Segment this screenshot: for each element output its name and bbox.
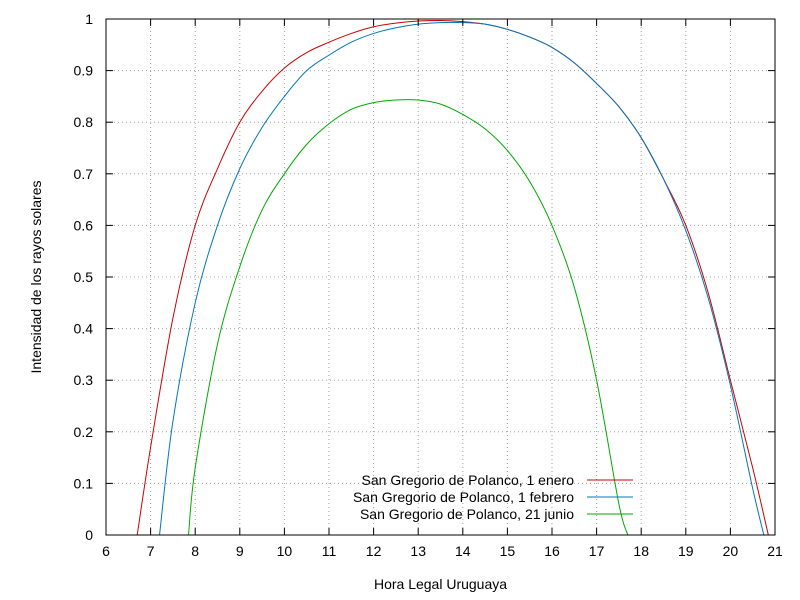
- y-tick-label: 0.8: [74, 114, 94, 130]
- legend-label-3: San Gregorio de Polanco, 21 junio: [360, 506, 574, 522]
- x-tick-label: 10: [277, 543, 293, 559]
- y-tick-label: 1: [85, 11, 93, 27]
- legend-label-2: San Gregorio de Polanco, 1 febrero: [353, 489, 574, 505]
- x-tick-label: 17: [589, 543, 605, 559]
- x-tick-label: 20: [723, 543, 739, 559]
- x-tick-label: 21: [767, 543, 783, 559]
- y-tick-label: 0.3: [74, 372, 94, 388]
- x-tick-label: 12: [366, 543, 382, 559]
- x-tick-label: 19: [678, 543, 694, 559]
- ticks: 6 7 8 9 10 11 12 13 14 15 16 17 18 19 20 21 0 0.1 0.2 0.3 0.…: [74, 11, 783, 559]
- y-tick-label: 0.4: [74, 321, 94, 337]
- x-tick-label: 6: [102, 543, 110, 559]
- y-tick-label: 0.2: [74, 424, 94, 440]
- y-tick-label: 0.7: [74, 166, 94, 182]
- x-tick-label: 9: [236, 543, 244, 559]
- legend-label-1: San Gregorio de Polanco, 1 enero: [362, 472, 575, 488]
- x-axis-title: Hora Legal Uruguaya: [374, 576, 507, 592]
- x-tick-label: 14: [455, 543, 471, 559]
- y-tick-label: 0.5: [74, 269, 94, 285]
- x-tick-label: 18: [633, 543, 649, 559]
- y-tick-label: 0: [85, 527, 93, 543]
- series-line-2: [159, 21, 765, 536]
- y-axis-title: Intensidad de los rayos solares: [28, 181, 44, 374]
- x-tick-label: 16: [544, 543, 560, 559]
- series-line-1: [136, 20, 769, 536]
- y-tick-label: 0.9: [74, 63, 94, 79]
- y-tick-label: 0.1: [74, 475, 94, 491]
- grid: [106, 19, 775, 535]
- x-tick-label: 13: [410, 543, 426, 559]
- y-tick-label: 0.6: [74, 217, 94, 233]
- x-tick-label: 11: [322, 543, 337, 559]
- series-line-3: [188, 99, 629, 536]
- x-tick-label: 15: [500, 543, 516, 559]
- x-tick-label: 7: [147, 543, 155, 559]
- series-group: [136, 20, 769, 536]
- x-tick-label: 8: [191, 543, 199, 559]
